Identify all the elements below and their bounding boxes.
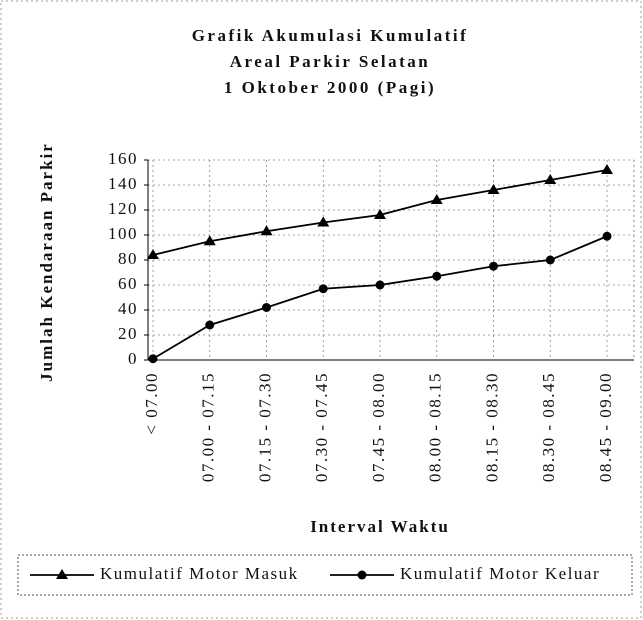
legend-label: Kumulatif Motor Masuk (100, 564, 299, 583)
point (260, 225, 273, 236)
point (56, 569, 68, 579)
y-tick-label: 120 (108, 199, 138, 218)
point (489, 261, 498, 271)
point (375, 280, 385, 290)
x-tick-label: 07.45 - 08.00 (369, 372, 388, 482)
chart-title: Areal Parkir Selatan (230, 52, 430, 71)
point (147, 249, 159, 259)
y-tick-label: 40 (118, 299, 138, 318)
y-tick-label: 100 (108, 224, 138, 243)
x-tick-label: 07.00 - 07.15 (199, 372, 218, 482)
point (545, 255, 555, 265)
point (318, 284, 328, 294)
point (602, 231, 612, 241)
y-axis-title: Jumlah Kendaraan Parkir (37, 142, 56, 382)
point (432, 271, 442, 281)
point (374, 209, 386, 219)
y-tick-label: 20 (118, 324, 138, 343)
chart-title: 1 Oktober 2000 (Pagi) (224, 78, 436, 97)
point (544, 174, 557, 184)
x-tick-label: 08.45 - 09.00 (596, 372, 615, 482)
point (430, 194, 443, 204)
point (487, 184, 500, 194)
x-tick-label: 08.15 - 08.30 (482, 372, 501, 482)
x-tick-label: 08.00 - 08.15 (426, 372, 445, 482)
point (148, 354, 158, 364)
x-tick-label: 07.15 - 07.30 (255, 372, 274, 482)
chart-title: Grafik Akumulasi Kumulatif (192, 26, 469, 45)
y-tick-label: 0 (128, 349, 138, 368)
y-tick-label: 160 (108, 149, 138, 168)
x-tick-label: 08.30 - 08.45 (539, 372, 558, 482)
legend-label: Kumulatif Motor Keluar (400, 564, 600, 583)
point (357, 570, 367, 580)
x-tick-label: 07.30 - 07.45 (312, 372, 331, 482)
point (205, 320, 215, 330)
legend-box (17, 554, 633, 596)
point (601, 164, 613, 174)
y-tick-label: 80 (118, 249, 138, 268)
point (203, 235, 216, 246)
x-axis-title: Interval Waktu (310, 517, 450, 536)
y-tick-label: 60 (118, 274, 138, 293)
x-tick-label: < 07.00 (142, 372, 161, 435)
point (317, 216, 330, 227)
point (262, 303, 271, 312)
y-tick-label: 140 (108, 174, 138, 193)
